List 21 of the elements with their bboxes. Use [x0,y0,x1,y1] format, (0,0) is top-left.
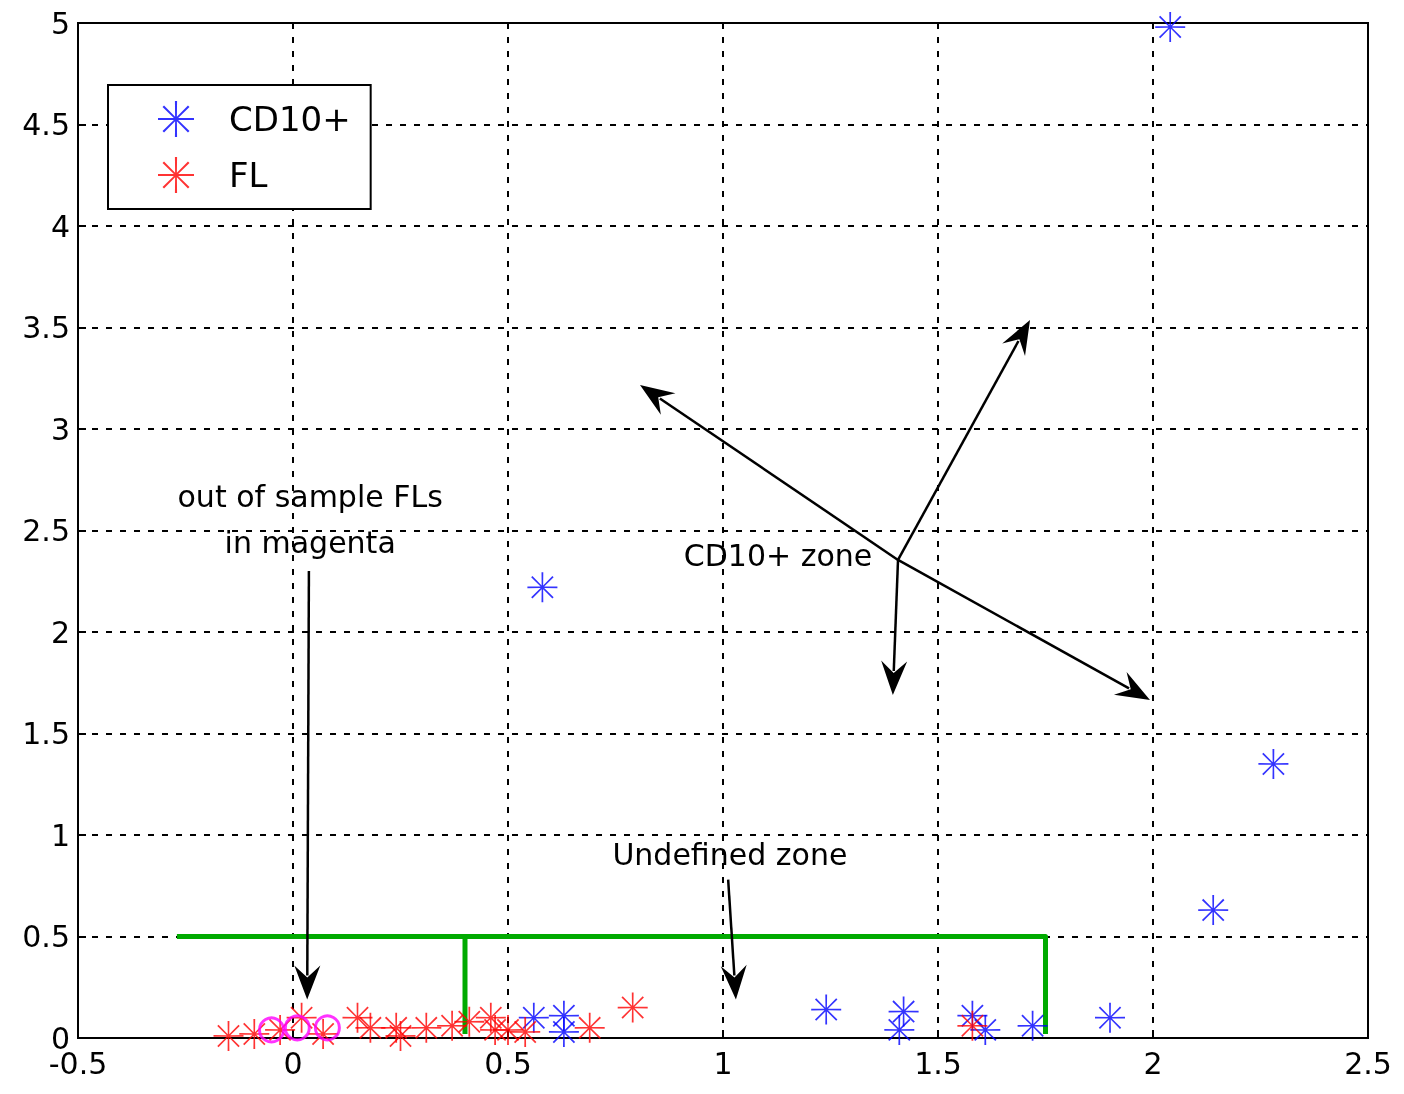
x-tick-label: 1.5 [914,1045,962,1081]
x-tick-label: 2.5 [1344,1045,1392,1081]
y-tick-label: 5 [50,5,70,41]
y-tick-label: 2.5 [22,513,70,548]
x-tick-label: 2 [1143,1045,1163,1081]
y-tick-label: 2 [50,614,70,650]
y-tick-label: 4 [50,208,70,244]
legend-label: CD10+ [229,99,351,139]
y-tick-label: 3.5 [22,310,70,345]
y-tick-label: 1.5 [22,716,70,751]
legend-label: FL [229,155,268,195]
x-tick-label: 0 [283,1045,303,1081]
annotation: Undefined zone [611,836,849,875]
y-tick-label: 4.5 [22,107,70,142]
y-tick-label: 3 [50,411,70,447]
y-tick-label: 1 [50,817,70,853]
annotation: out of sample FLs in magenta [176,478,444,563]
x-tick-label: 1 [713,1045,733,1081]
annotation: CD10+ zone [682,537,874,576]
x-tick-label: 0.5 [484,1045,532,1081]
y-tick-label: 0.5 [22,919,70,954]
